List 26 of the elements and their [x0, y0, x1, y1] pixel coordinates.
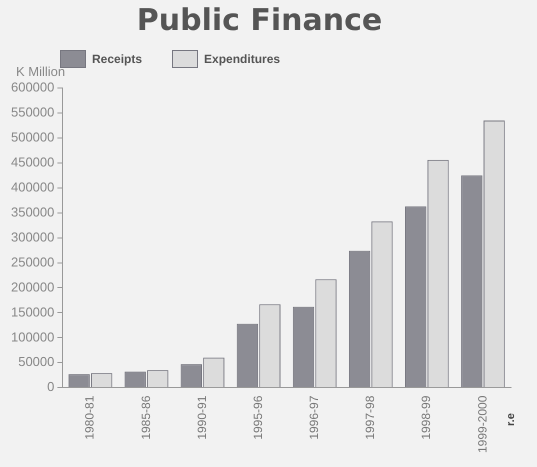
- y-axis-title: K Million: [16, 64, 66, 80]
- y-tick-label: 350000: [10, 204, 54, 220]
- y-tick-label: 300000: [10, 229, 54, 244]
- x-tick-label: 1980-81: [82, 395, 97, 440]
- y-tick-label: 250000: [10, 254, 54, 270]
- x-tick-label: 1999-2000: [475, 395, 490, 454]
- chart-title: Public Finance: [136, 2, 382, 38]
- x-tick-label: 1995-96: [250, 395, 265, 440]
- x-tick-label: 1985-86: [138, 395, 153, 440]
- y-tick-label: 200000: [10, 279, 54, 294]
- x-tick-label: 1997-98: [363, 395, 378, 440]
- y-tick-label: 550000: [10, 104, 54, 120]
- y-tick-label: 600000: [10, 80, 54, 95]
- y-tick-label: 100000: [10, 329, 54, 344]
- y-tick-label: 150000: [10, 304, 54, 320]
- y-tick-label: 450000: [10, 154, 54, 170]
- x-tick-label: 1998-99: [419, 395, 434, 440]
- y-tick-label: 50000: [18, 354, 54, 370]
- legend-label: Expenditures: [204, 52, 280, 66]
- text: r.e: [504, 413, 517, 426]
- y-tick-label: 0: [47, 379, 54, 394]
- legend-label: Receipts: [92, 52, 142, 66]
- x-tick-label: 1996-97: [307, 395, 322, 440]
- x-tick-label: 1990-91: [194, 395, 209, 440]
- y-tick-label: 400000: [10, 179, 54, 194]
- y-tick-label: 500000: [10, 130, 54, 145]
